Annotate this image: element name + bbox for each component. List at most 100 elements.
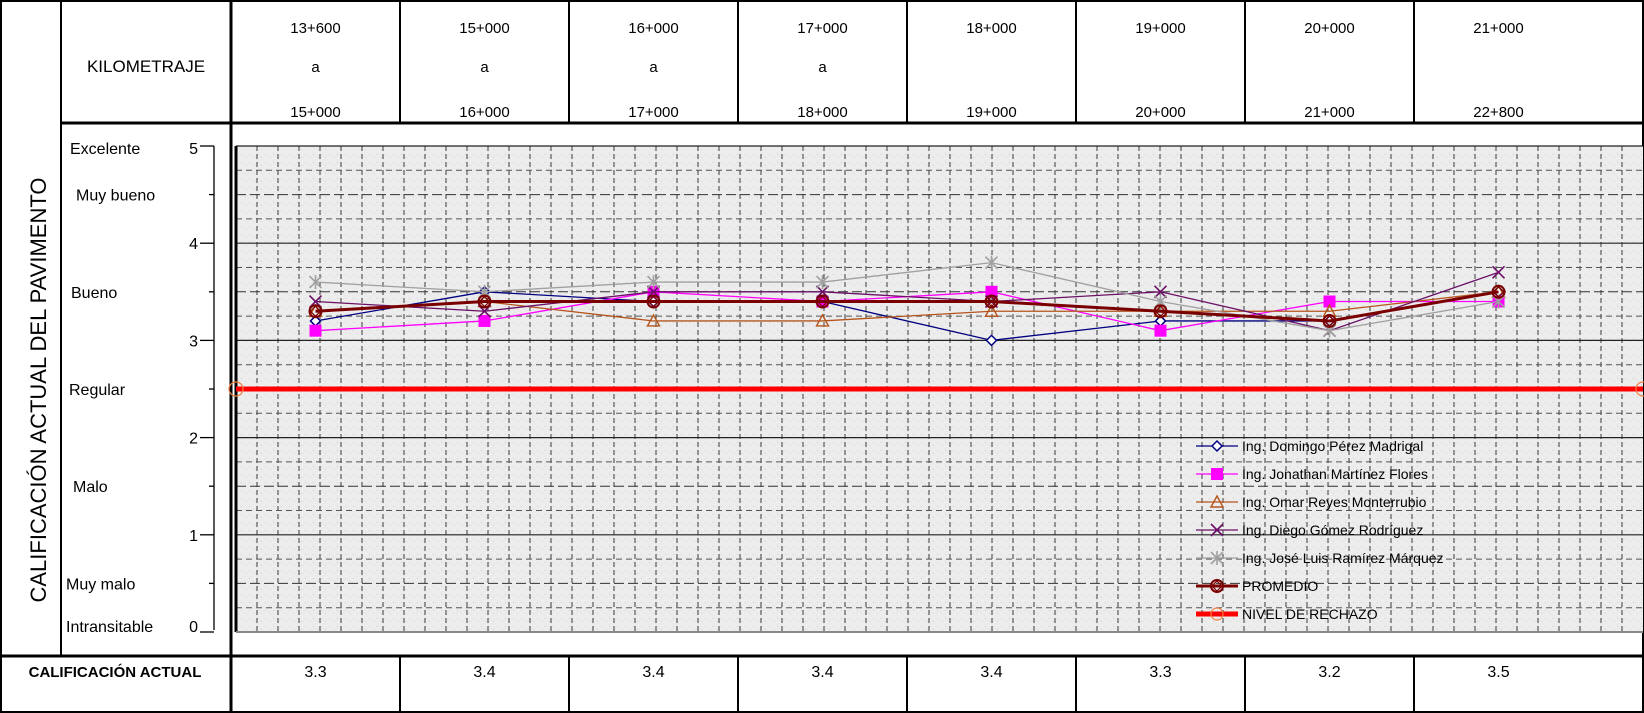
- data-point: [646, 294, 661, 309]
- rejection-endpoint: [1635, 381, 1644, 397]
- data-point: [308, 275, 323, 290]
- legend-label: Ing. José Luis Ramírez Márquez: [1242, 550, 1444, 566]
- segment-from: 16+000: [628, 20, 678, 37]
- footer-value: 3.4: [473, 664, 495, 681]
- footer-value: 3.2: [1318, 664, 1340, 681]
- segment-from: 20+000: [1304, 20, 1354, 37]
- kilometraje-segment: 13+600 a 15+000: [290, 20, 340, 121]
- legend-label: PROMEDIO: [1242, 578, 1318, 594]
- segment-from: 17+000: [797, 20, 847, 37]
- data-point: [815, 313, 830, 327]
- kilometraje-segment: 16+000 a 17+000: [628, 20, 678, 121]
- data-point: [984, 303, 999, 317]
- scale-label: Excelente: [70, 141, 140, 158]
- scale-label: Bueno: [71, 285, 117, 302]
- data-point: [1491, 284, 1506, 299]
- data-point: [1210, 439, 1224, 453]
- segment-from: 15+000: [459, 20, 509, 37]
- segment-sep: a: [480, 59, 489, 76]
- data-point: [309, 324, 322, 337]
- legend-label: NIVEL DE RECHAZO: [1242, 606, 1378, 622]
- legend-label: Ing. Jonathan Martínez Flores: [1242, 466, 1428, 482]
- segment-from: 18+000: [966, 20, 1016, 37]
- segment-to: 22+800: [1473, 104, 1523, 121]
- data-point: [1491, 265, 1506, 279]
- series-line: [315, 271, 1499, 332]
- footer-value: 3.4: [811, 664, 833, 681]
- data-point: [1209, 494, 1225, 508]
- kilometraje-label: KILOMETRAJE: [87, 57, 205, 76]
- data-point: [478, 314, 491, 327]
- scale-label: Muy malo: [66, 576, 135, 593]
- data-point: [1323, 295, 1336, 308]
- footer-value: 3.3: [1149, 664, 1171, 681]
- footer-value: 3.4: [980, 664, 1002, 681]
- scale-label: Malo: [73, 479, 108, 496]
- data-point: [815, 275, 830, 290]
- rejection-endpoint: [228, 381, 244, 397]
- series-line: [315, 261, 1499, 332]
- segment-to: 16+000: [459, 104, 509, 121]
- segment-to: 17+000: [628, 104, 678, 121]
- data-point-inner: [816, 295, 829, 308]
- plot-area: Ing. Domingo Pérez Madrigal Ing. Jonathan…: [228, 145, 1644, 633]
- kilometraje-segment: 21+000 22+800: [1473, 20, 1523, 121]
- segment-to: 19+000: [966, 104, 1016, 121]
- series-line: [315, 291, 1499, 342]
- scale-label: Regular: [69, 382, 126, 399]
- scale-tick-label: 5: [189, 141, 198, 158]
- data-point: [1211, 468, 1223, 480]
- data-point: [985, 285, 998, 298]
- data-point-inner: [309, 305, 322, 318]
- segment-to: 15+000: [290, 104, 340, 121]
- footer-value: 3.3: [304, 664, 326, 681]
- kilometraje-segment: 17+000 a 18+000: [797, 20, 847, 121]
- footer-value: 3.4: [642, 664, 664, 681]
- scale-tick-label: 3: [189, 333, 198, 350]
- footer-label: CALIFICACIÓN ACTUAL: [29, 663, 202, 681]
- segment-sep: a: [311, 59, 320, 76]
- scale-tick-label: 4: [189, 236, 198, 253]
- legend-marker: [1210, 607, 1224, 621]
- segment-from: 21+000: [1473, 20, 1523, 37]
- scale-label: Muy bueno: [76, 188, 155, 205]
- data-point: [646, 275, 661, 290]
- series-layer: [228, 255, 1644, 397]
- scale-label: Intransitable: [66, 619, 153, 636]
- kilometraje-header: KILOMETRAJE 13+600a15+00015+000a16+00016…: [87, 20, 1524, 121]
- segment-to: 21+000: [1304, 104, 1354, 121]
- series-line: [315, 290, 1499, 323]
- legend-item: Ing. Diego Gómez Rodríguez: [1196, 522, 1423, 538]
- scale-tick-label: 1: [189, 528, 198, 545]
- data-point-inner: [985, 295, 998, 308]
- data-point-inner: [478, 295, 491, 308]
- data-point: [477, 294, 492, 309]
- series: [228, 381, 1644, 397]
- legend-item: Ing. Jonathan Martínez Flores: [1196, 466, 1428, 482]
- data-point-inner: [1211, 580, 1223, 592]
- data-point: [1210, 523, 1224, 537]
- rating-scale: 0 1 2 3 4 5 Excelente Muy bueno Bueno Regular Malo…: [66, 141, 215, 636]
- segment-from: 13+600: [290, 20, 340, 37]
- segment-sep: a: [649, 59, 658, 76]
- data-point: [1154, 324, 1167, 337]
- kilometraje-segment: 20+000 21+000: [1304, 20, 1354, 121]
- legend-item: NIVEL DE RECHAZO: [1196, 606, 1378, 622]
- series: [308, 284, 1506, 328]
- data-point: [984, 294, 999, 309]
- scale-tick-label: 2: [189, 431, 198, 448]
- segment-from: 19+000: [1135, 20, 1185, 37]
- data-point: [1153, 285, 1168, 299]
- y-axis-title: CALIFICACIÓN ACTUAL DEL PAVIMENTO: [26, 177, 51, 602]
- legend-item: Ing. Omar Reyes Monterrubio: [1196, 494, 1427, 510]
- legend-label: Ing. Omar Reyes Monterrubio: [1242, 494, 1427, 510]
- data-point-inner: [1323, 315, 1336, 327]
- scale-tick-label: 0: [189, 619, 198, 636]
- data-point: [646, 313, 661, 327]
- legend-item: PROMEDIO: [1196, 578, 1318, 594]
- legend-label: Ing. Domingo Pérez Madrigal: [1242, 438, 1423, 454]
- data-point: [1153, 304, 1168, 319]
- legend-label: Ing. Diego Gómez Rodríguez: [1242, 522, 1423, 538]
